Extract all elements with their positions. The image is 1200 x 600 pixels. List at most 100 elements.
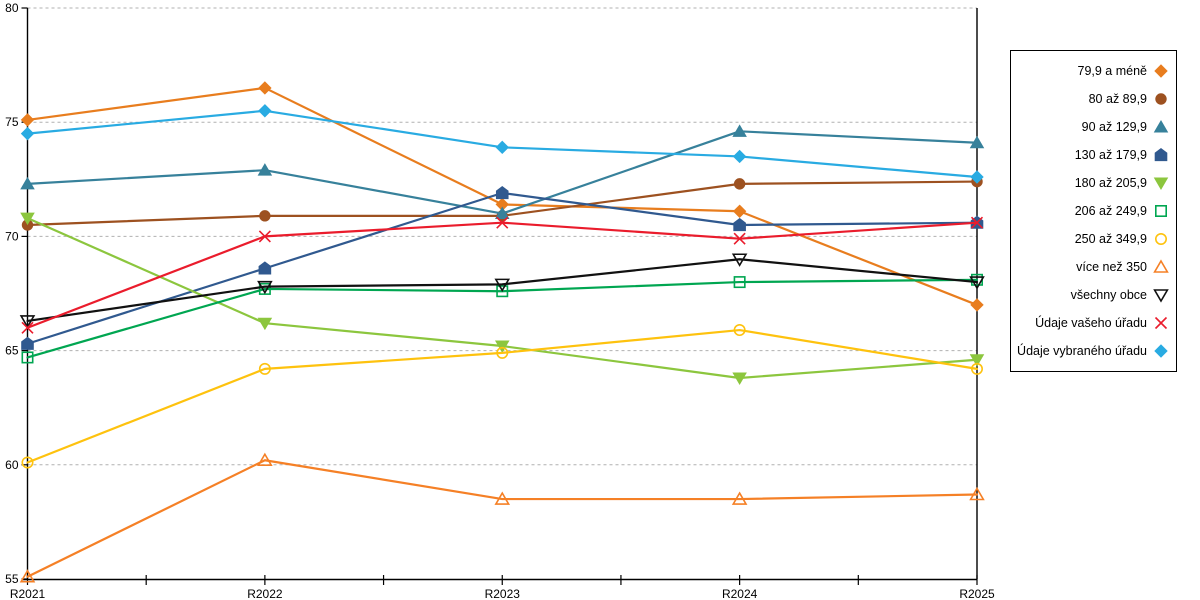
legend-label: 180 až 205,9 xyxy=(1074,175,1147,190)
y-tick-label: 70 xyxy=(5,229,19,243)
circle-marker xyxy=(21,456,34,469)
series-line xyxy=(26,258,979,323)
x-marker xyxy=(21,321,34,334)
triangle-up-marker xyxy=(19,569,36,583)
diamond-marker xyxy=(970,298,984,312)
pentagon-marker xyxy=(21,336,34,350)
x-tick-label: R2024 xyxy=(722,587,758,600)
x-marker xyxy=(258,230,271,243)
x-tick-label: R2025 xyxy=(959,587,995,600)
pentagon-marker xyxy=(258,261,272,275)
diamond-marker xyxy=(1154,64,1168,78)
series-2 xyxy=(20,124,985,220)
diamond-marker xyxy=(732,149,747,164)
legend-label: 79,9 a méně xyxy=(1077,63,1148,78)
triangle-up-marker xyxy=(732,124,747,137)
legend-square-icon xyxy=(1155,205,1167,217)
x-tick-label: R2023 xyxy=(485,587,521,600)
chart-legend: 79,9 a méně 80 až 89,9 90 až 129,9 130 až 1… xyxy=(1010,50,1177,372)
circle-marker xyxy=(258,362,271,375)
x-marker xyxy=(1154,316,1168,330)
square-marker xyxy=(1155,205,1167,217)
triangle-up-marker xyxy=(257,163,273,176)
triangle-up-marker xyxy=(20,176,35,190)
circle-marker xyxy=(733,178,746,190)
circle-marker xyxy=(496,346,509,359)
x-tick-label: R2022 xyxy=(247,587,283,600)
pentagon-marker xyxy=(1154,147,1168,162)
series-6 xyxy=(21,324,983,469)
legend-circle-icon xyxy=(1155,233,1167,245)
triangle-down-marker xyxy=(1153,177,1169,190)
legend-triangle-up-icon xyxy=(1153,259,1169,273)
triangle-up-marker xyxy=(1153,120,1169,133)
triangle-down-marker xyxy=(19,315,36,329)
diamond-marker xyxy=(1154,344,1168,358)
triangle-up-marker xyxy=(731,491,748,505)
legend-item: 79,9 a méně xyxy=(1011,62,1176,80)
triangle-up-marker xyxy=(969,486,985,501)
triangle-up-marker xyxy=(1153,259,1169,273)
triangle-up-marker xyxy=(257,452,273,467)
circle-marker xyxy=(259,210,271,222)
square-marker xyxy=(496,285,509,298)
x-marker xyxy=(970,216,984,229)
x-tick-label: R2021 xyxy=(10,587,46,600)
legend-item: více než 350 xyxy=(1011,258,1176,276)
legend-item: 180 až 205,9 xyxy=(1011,174,1176,192)
legend-label: Údaje vybraného úřadu xyxy=(1017,343,1147,358)
triangle-down-marker xyxy=(969,354,985,367)
legend-item: Údaje vybraného úřadu xyxy=(1011,342,1176,360)
triangle-down-marker xyxy=(257,317,273,331)
legend-label: 206 až 249,9 xyxy=(1074,203,1147,218)
legend-item: Údaje vašeho úřadu xyxy=(1011,314,1176,332)
pentagon-marker xyxy=(495,185,509,200)
series-7 xyxy=(19,452,985,583)
legend-pentagon-icon xyxy=(1154,147,1168,162)
diamond-marker xyxy=(20,113,35,127)
circle-marker xyxy=(1155,93,1167,105)
circle-marker xyxy=(733,324,746,337)
legend-diamond-icon xyxy=(1154,64,1168,78)
y-tick-label: 80 xyxy=(5,1,19,15)
pentagon-marker xyxy=(733,217,746,232)
legend-label: 130 až 179,9 xyxy=(1074,147,1147,162)
legend-item: 130 až 179,9 xyxy=(1011,146,1176,164)
y-tick-label: 75 xyxy=(5,115,19,129)
square-marker xyxy=(733,276,746,289)
legend-label: více než 350 xyxy=(1076,259,1147,274)
diamond-marker xyxy=(732,204,747,218)
series-line xyxy=(26,221,979,329)
triangle-down-marker xyxy=(731,253,748,267)
legend-label: 90 až 129,9 xyxy=(1081,119,1147,134)
series-9 xyxy=(21,216,984,334)
circle-marker xyxy=(1155,233,1167,245)
legend-label: 80 až 89,9 xyxy=(1088,91,1147,106)
legend-item: 250 až 349,9 xyxy=(1011,230,1176,248)
triangle-up-marker xyxy=(494,206,510,220)
legend-circle-icon xyxy=(1155,93,1167,105)
legend-item: 80 až 89,9 xyxy=(1011,90,1176,108)
legend-label: Údaje vašeho úřadu xyxy=(1035,315,1147,330)
triangle-down-marker xyxy=(20,212,35,226)
legend-label: 250 až 349,9 xyxy=(1074,231,1147,246)
y-tick-label: 60 xyxy=(5,458,19,472)
x-marker xyxy=(496,216,509,229)
diamond-marker xyxy=(20,126,35,141)
triangle-up-marker xyxy=(494,491,511,505)
diamond-marker xyxy=(495,140,509,155)
square-marker xyxy=(21,351,34,364)
x-marker xyxy=(733,232,746,245)
y-tick-label: 65 xyxy=(5,344,19,358)
diamond-marker xyxy=(258,104,272,118)
triangle-down-marker xyxy=(257,280,273,295)
diamond-marker xyxy=(258,81,272,95)
legend-triangle-down-icon xyxy=(1153,177,1169,190)
legend-item: 206 až 249,9 xyxy=(1011,202,1176,220)
series-line xyxy=(26,328,979,464)
legend-item: všechny obce xyxy=(1011,286,1176,304)
legend-item: 90 až 129,9 xyxy=(1011,118,1176,136)
legend-label: všechny obce xyxy=(1070,287,1147,302)
series-4 xyxy=(20,212,985,386)
